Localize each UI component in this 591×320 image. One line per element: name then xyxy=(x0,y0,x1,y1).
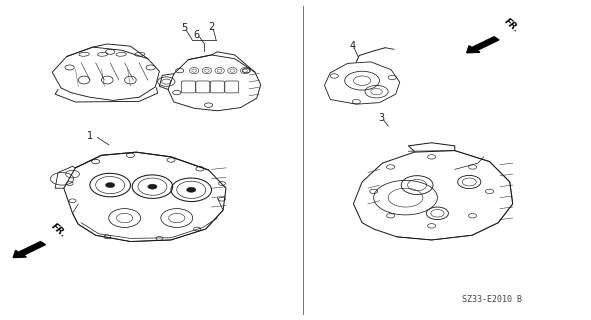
Text: FR.: FR. xyxy=(50,221,68,239)
Circle shape xyxy=(106,183,115,188)
Text: 6: 6 xyxy=(193,29,200,40)
Text: 1: 1 xyxy=(87,132,93,141)
Text: 3: 3 xyxy=(378,113,384,123)
Circle shape xyxy=(187,187,196,192)
Circle shape xyxy=(148,184,157,189)
Text: FR.: FR. xyxy=(503,17,521,35)
Text: 4: 4 xyxy=(349,42,355,52)
FancyArrow shape xyxy=(13,242,46,258)
FancyArrow shape xyxy=(467,37,499,53)
Text: 5: 5 xyxy=(181,23,187,33)
Text: SZ33-E2010 B: SZ33-E2010 B xyxy=(462,295,522,304)
Text: 2: 2 xyxy=(209,22,215,32)
